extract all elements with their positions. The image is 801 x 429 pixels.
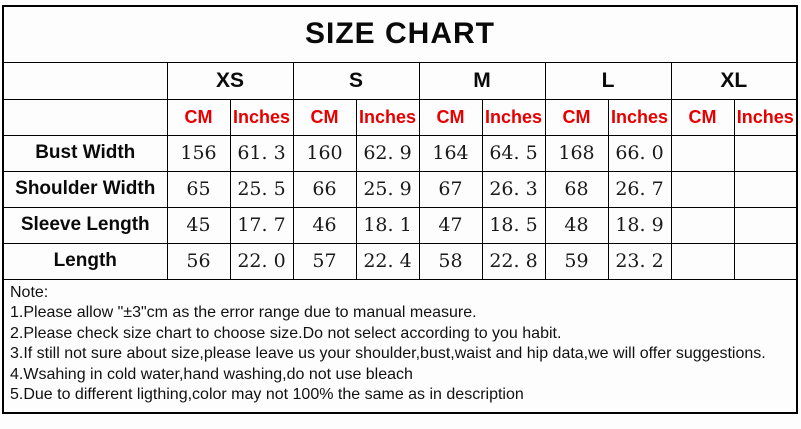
value-cell: 168 <box>544 134 609 172</box>
value-cell: 22. 0 <box>229 242 294 280</box>
value-cell: 57 <box>292 242 357 280</box>
value-cell: 23. 2 <box>607 242 672 280</box>
notes-heading: Note: <box>10 283 49 301</box>
value-cell: 18. 9 <box>607 206 672 244</box>
page-title: SIZE CHART <box>2 5 798 63</box>
value-cell: 66 <box>292 170 357 208</box>
unit-header-inches: Inches <box>607 98 672 136</box>
value-cell <box>733 206 798 244</box>
note-line: 3.If still not sure about size,please le… <box>10 345 766 362</box>
unit-header-inches: Inches <box>355 98 420 136</box>
size-chart-table: SIZE CHART XS S M L XL CM Inches CM Inch… <box>2 5 798 414</box>
size-header-xs: XS <box>166 61 294 100</box>
unit-header-cm: CM <box>418 98 483 136</box>
value-cell: 67 <box>418 170 483 208</box>
value-cell: 25. 5 <box>229 170 294 208</box>
row-label-length: Length <box>2 242 168 280</box>
size-header-m: M <box>418 61 546 100</box>
note-line: 2.Please check size chart to choose size… <box>10 324 562 342</box>
value-cell <box>670 134 735 172</box>
value-cell <box>733 170 798 208</box>
value-cell: 59 <box>544 242 609 280</box>
value-cell: 164 <box>418 134 483 172</box>
row-label-shoulder-width: Shoulder Width <box>2 170 168 208</box>
value-cell: 61. 3 <box>229 134 294 172</box>
unit-header-cm: CM <box>166 98 231 136</box>
value-cell: 26. 3 <box>481 170 546 208</box>
size-header-s: S <box>292 61 420 100</box>
value-cell: 156 <box>166 134 231 172</box>
value-cell <box>733 134 798 172</box>
value-cell: 22. 4 <box>355 242 420 280</box>
value-cell: 58 <box>418 242 483 280</box>
value-cell: 65 <box>166 170 231 208</box>
corner-cell-units <box>2 98 168 136</box>
value-cell: 48 <box>544 206 609 244</box>
unit-header-inches: Inches <box>733 98 798 136</box>
value-cell: 45 <box>166 206 231 244</box>
notes-section: Note: 1.Please allow "±3"cm as the error… <box>2 278 798 414</box>
value-cell: 18. 1 <box>355 206 420 244</box>
unit-header-cm: CM <box>544 98 609 136</box>
unit-header-inches: Inches <box>229 98 294 136</box>
value-cell: 56 <box>166 242 231 280</box>
row-label-bust-width: Bust Width <box>2 134 168 172</box>
size-header-xl: XL <box>670 61 798 100</box>
value-cell <box>670 242 735 280</box>
value-cell: 26. 7 <box>607 170 672 208</box>
value-cell: 22. 8 <box>481 242 546 280</box>
value-cell: 25. 9 <box>355 170 420 208</box>
size-header-l: L <box>544 61 672 100</box>
unit-header-cm: CM <box>292 98 357 136</box>
row-label-sleeve-length: Sleeve Length <box>2 206 168 244</box>
value-cell: 46 <box>292 206 357 244</box>
note-line: 1.Please allow "±3"cm as the error range… <box>10 304 477 321</box>
value-cell: 68 <box>544 170 609 208</box>
value-cell: 17. 7 <box>229 206 294 244</box>
value-cell: 62. 9 <box>355 134 420 172</box>
value-cell: 66. 0 <box>607 134 672 172</box>
value-cell <box>670 206 735 244</box>
corner-cell-sizes <box>2 61 168 100</box>
value-cell <box>733 242 798 280</box>
note-line: 5.Due to different ligthing,color may no… <box>10 386 524 403</box>
unit-header-inches: Inches <box>481 98 546 136</box>
unit-header-cm: CM <box>670 98 735 136</box>
value-cell: 18. 5 <box>481 206 546 244</box>
value-cell <box>670 170 735 208</box>
note-line: 4.Wsahing in cold water,hand washing,do … <box>10 365 413 383</box>
value-cell: 64. 5 <box>481 134 546 172</box>
value-cell: 47 <box>418 206 483 244</box>
value-cell: 160 <box>292 134 357 172</box>
